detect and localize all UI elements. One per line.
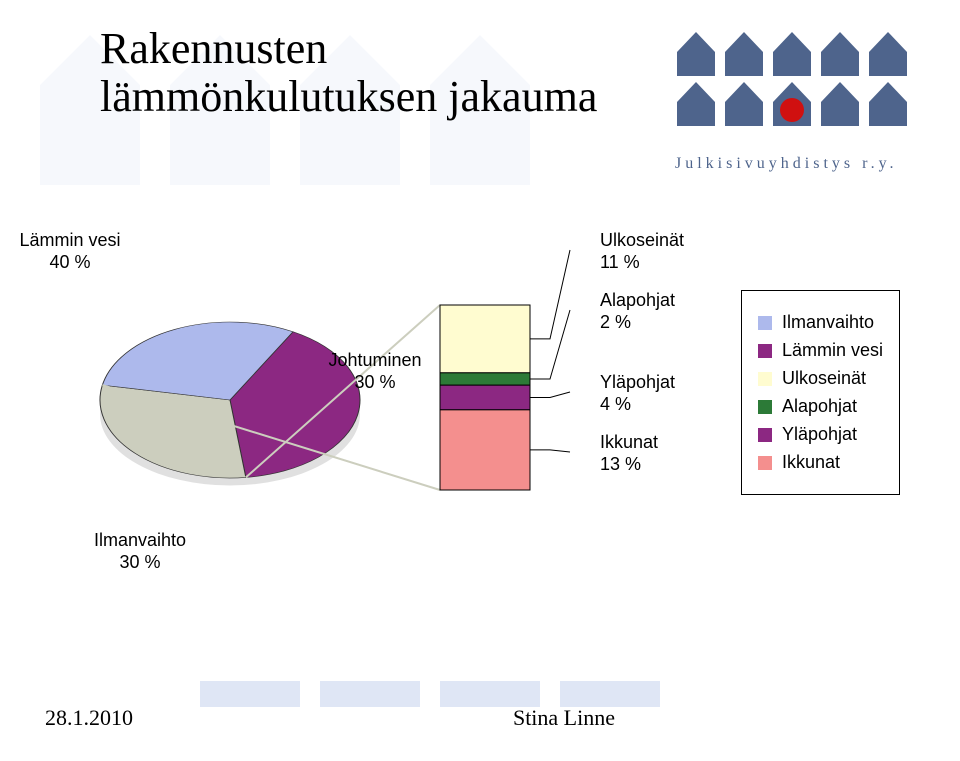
legend-item: Ikkunat xyxy=(758,452,883,473)
bar-label-alapohjat: Alapohjat 2 % xyxy=(600,290,720,333)
legend-item: Ulkoseinät xyxy=(758,368,883,389)
bar-label-ylapohjat: Yläpohjat 4 % xyxy=(600,372,720,415)
pie-label-ilmanvaihto: Ilmanvaihto 30 % xyxy=(80,530,200,573)
legend-item: Yläpohjat xyxy=(758,424,883,445)
footer: 28.1.2010 Stina Linne xyxy=(45,705,915,731)
title-line-1: Rakennusten xyxy=(100,25,597,73)
footer-date: 28.1.2010 xyxy=(45,705,133,731)
legend-swatch xyxy=(758,428,772,442)
chart-area: Ulkoseinät 11 % Alapohjat 2 % Yläpohjat 4 … xyxy=(60,220,900,600)
legend-swatch xyxy=(758,316,772,330)
legend-swatch xyxy=(758,344,772,358)
legend-item: Alapohjat xyxy=(758,396,883,417)
bar-segment-ulkoseinat xyxy=(440,305,530,373)
legend-label: Yläpohjat xyxy=(782,424,857,445)
footer-author: Stina Linne xyxy=(513,705,615,731)
title-line-2: lämmönkulutuksen jakauma xyxy=(100,73,597,121)
logo: Julkisivuyhdistys r.y. xyxy=(675,30,920,173)
bar-segment-alapohjat xyxy=(440,373,530,385)
legend-label: Lämmin vesi xyxy=(782,340,883,361)
legend: Ilmanvaihto Lämmin vesi Ulkoseinät Alapohja… xyxy=(741,290,900,495)
slide-title: Rakennusten lämmönkulutuksen jakauma xyxy=(100,25,597,122)
legend-label: Alapohjat xyxy=(782,396,857,417)
legend-item: Ilmanvaihto xyxy=(758,312,883,333)
bar-segment-ylapohjat xyxy=(440,385,530,410)
legend-label: Ilmanvaihto xyxy=(782,312,874,333)
pie-label-johtuminen: Johtuminen 30 % xyxy=(320,350,430,393)
legend-swatch xyxy=(758,400,772,414)
legend-label: Ulkoseinät xyxy=(782,368,866,389)
pie-label-lammin_vesi: Lämmin vesi 40 % xyxy=(5,230,135,273)
legend-swatch xyxy=(758,456,772,470)
legend-swatch xyxy=(758,372,772,386)
bar-label-ikkunat: Ikkunat 13 % xyxy=(600,432,720,475)
logo-text: Julkisivuyhdistys r.y. xyxy=(675,155,920,173)
legend-item: Lämmin vesi xyxy=(758,340,883,361)
legend-label: Ikkunat xyxy=(782,452,840,473)
bar-segment-ikkunat xyxy=(440,410,530,490)
bar-label-ulkoseinat: Ulkoseinät 11 % xyxy=(600,230,720,273)
